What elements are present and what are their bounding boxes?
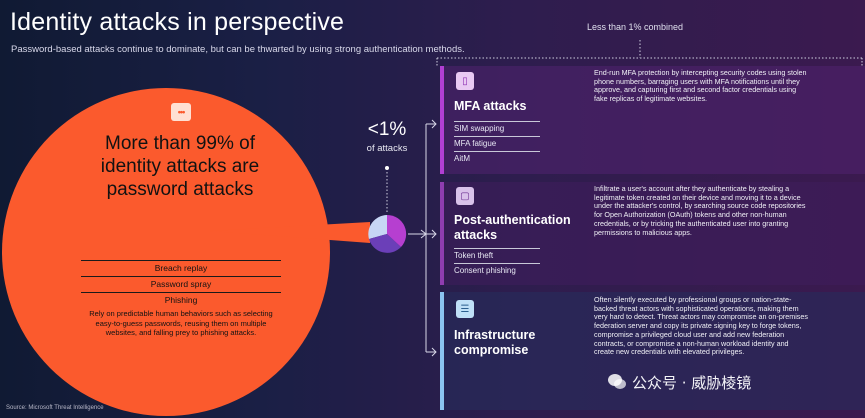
small-stat-value: <1% (367, 119, 407, 140)
device-icon: ▢ (456, 187, 474, 205)
small-pie-chart (368, 214, 407, 253)
focus-wedge (210, 222, 370, 243)
password-attacks-headline: More than 99% of identity attacks are pa… (100, 133, 260, 200)
password-attacks-description: Rely on predictable human behaviors such… (89, 309, 273, 337)
password-methods-list: Breach replay Password spray Phishing (81, 260, 281, 308)
stat-leader-dot (385, 166, 389, 170)
source-note: Source: Microsoft Threat Intelligence (6, 405, 104, 411)
pie-slice-magenta (387, 214, 407, 247)
phone-icon: ▯ (456, 72, 474, 90)
method-item: Phishing (81, 292, 281, 308)
panel-title: Post-authentication attacks (454, 213, 571, 242)
page-subtitle: Password-based attacks continue to domin… (11, 44, 465, 55)
panel-item: SIM swapping (454, 121, 540, 136)
arrow-head-post (431, 229, 437, 239)
panel-description: Infiltrate a user's account after they a… (594, 184, 806, 237)
panel-title: MFA attacks (454, 99, 527, 113)
panel-item: AitM (454, 151, 540, 166)
panel-mfa-attacks: ▯ MFA attacks SIM swapping MFA fatigue A… (440, 66, 865, 174)
method-item: Breach replay (81, 260, 281, 276)
server-icon: ☰ (456, 300, 474, 318)
watermark-text: 公众号 · 威胁棱镜 (632, 374, 752, 392)
password-attacks-circle (2, 88, 330, 416)
panel-title: Infrastructure compromise (454, 328, 536, 357)
panel-description: Often silently executed by professional … (594, 295, 808, 357)
pie-slice-light (368, 215, 387, 239)
panel-items: SIM swapping MFA fatigue AitM (454, 121, 540, 166)
small-stat-label: of attacks (366, 143, 408, 154)
page-title: Identity attacks in perspective (10, 8, 345, 36)
panel-description: End-run MFA protection by intercepting s… (594, 68, 807, 104)
panel-items: Token theft Consent phishing (454, 248, 540, 278)
panel-item: MFA fatigue (454, 136, 540, 151)
panel-item: Token theft (454, 248, 540, 263)
wechat-icon (608, 374, 626, 389)
pie-slice-purple (369, 234, 401, 253)
panel-item: Consent phishing (454, 263, 540, 278)
combined-bracket (436, 40, 863, 66)
panel-post-authentication-attacks: ▢ Post-authentication attacks Token thef… (440, 182, 865, 285)
arrow-head-infra (431, 347, 437, 357)
method-item: Password spray (81, 276, 281, 292)
panel-infrastructure-compromise: ☰ Infrastructure compromise Often silent… (440, 292, 865, 410)
arrow-head-mfa (431, 119, 437, 129)
combined-label: Less than 1% combined (587, 22, 684, 32)
password-dots-icon: ••• (171, 103, 191, 121)
